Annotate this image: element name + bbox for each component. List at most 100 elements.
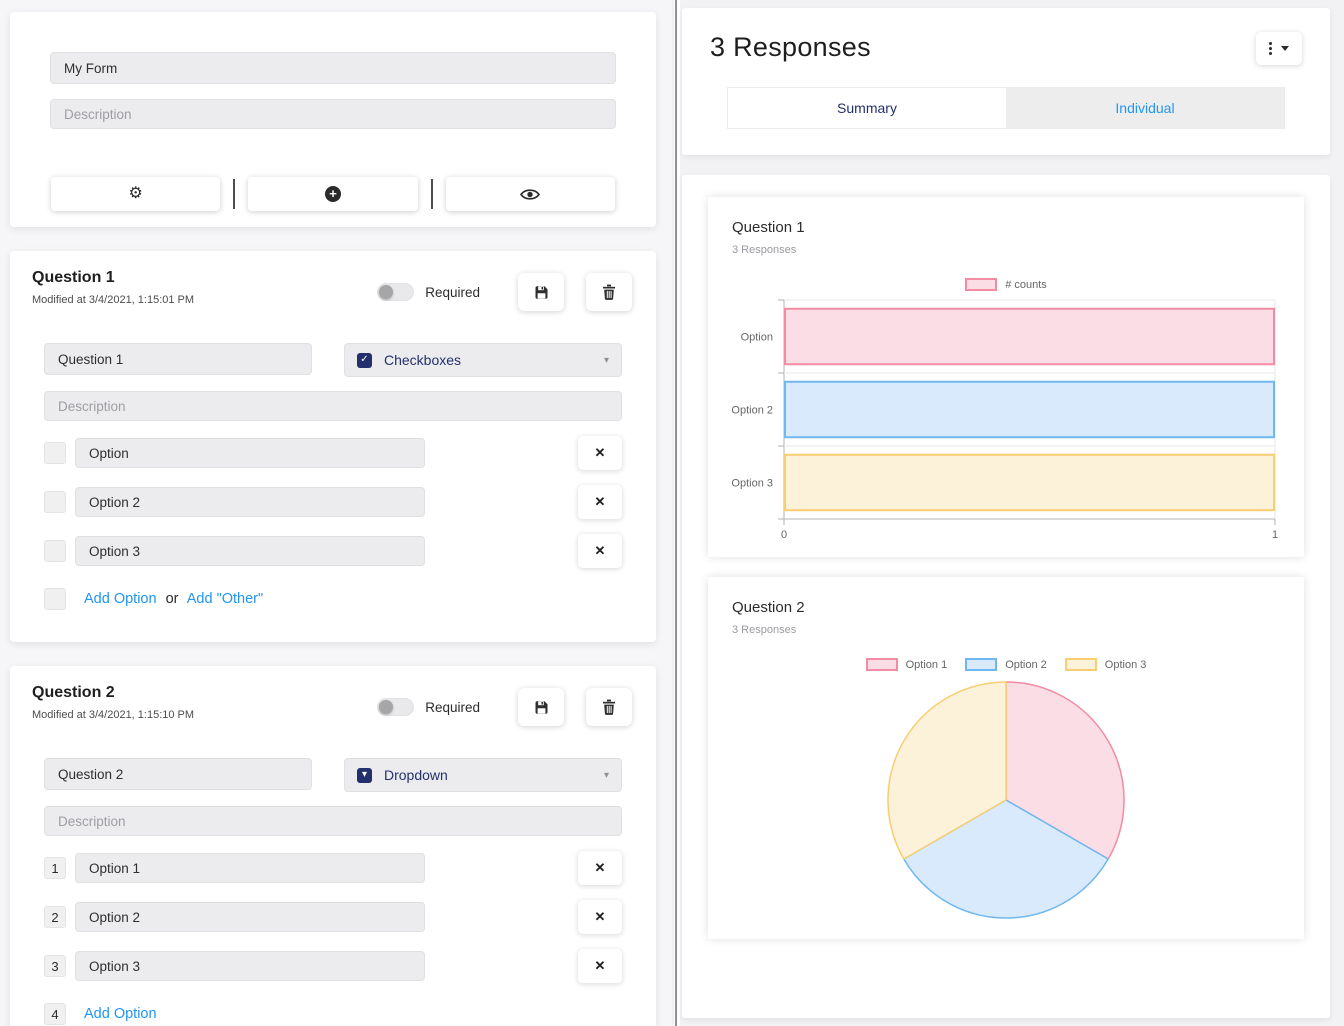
delete-question-button[interactable] [586, 688, 632, 726]
option-row: ✕ [44, 534, 622, 568]
responses-pane: 3 Responses Summary Individual Question … [680, 0, 1344, 1026]
x-icon: ✕ [594, 909, 606, 924]
option-input[interactable] [75, 487, 425, 517]
chart-legend: Option 1 Option 2 Option 3 [732, 658, 1280, 671]
svg-text:0: 0 [781, 529, 787, 541]
save-question-button[interactable] [518, 688, 564, 726]
option-checkbox[interactable] [44, 442, 66, 464]
toolbar-separator [233, 179, 236, 209]
responses-summary-panel: Question 1 3 Responses # counts 0 1 Option… [682, 175, 1330, 1018]
responses-tabs: Summary Individual [727, 87, 1285, 129]
option-row: ✕ [44, 436, 622, 470]
plus-glyph: + [329, 186, 337, 201]
legend-swatch [965, 278, 998, 291]
required-label: Required [425, 699, 480, 715]
chart-subtitle: 3 Responses [732, 624, 797, 636]
question-type-select[interactable]: ✓ Checkboxes ▾ [344, 343, 622, 377]
x-icon: ✕ [594, 958, 606, 973]
question-1-summary-card: Question 1 3 Responses # counts 0 1 Option… [708, 197, 1304, 557]
remove-option-button[interactable]: ✕ [578, 851, 622, 885]
pane-divider[interactable] [672, 0, 680, 1026]
chart-subtitle: 3 Responses [732, 244, 797, 256]
question-2-pie-chart [732, 675, 1280, 925]
remove-option-button[interactable]: ✕ [578, 485, 622, 519]
caret-down-icon: ▾ [603, 769, 609, 781]
responses-title: 3 Responses [710, 32, 871, 62]
question-name-input[interactable] [44, 343, 312, 375]
option-input[interactable] [75, 853, 425, 883]
remove-option-button[interactable]: ✕ [578, 534, 622, 568]
option-input[interactable] [75, 902, 425, 932]
preview-form-button[interactable] [445, 177, 615, 211]
question-modified-timestamp: Modified at 3/4/2021, 1:15:10 PM [32, 709, 195, 721]
svg-text:1: 1 [1272, 529, 1278, 541]
save-icon [535, 700, 547, 714]
question-type-value: Dropdown [384, 767, 448, 783]
question-heading: Question 2 [32, 684, 115, 701]
responses-menu-button[interactable] [1256, 32, 1302, 65]
tab-summary[interactable]: Summary [728, 88, 1006, 128]
option-row: ✕ [44, 485, 622, 519]
add-option-link[interactable]: Add Option [84, 591, 157, 607]
form-builder-pane: ⚙ + Question 1 Modified at 3/4/2021, 1:1 [10, 12, 656, 1026]
legend-label: Option 3 [1104, 658, 1147, 671]
option-row: 1 ✕ [44, 851, 622, 885]
eye-icon [520, 188, 541, 200]
delete-question-button[interactable] [586, 273, 632, 311]
caret-down-icon [1281, 46, 1289, 51]
required-label: Required [425, 284, 480, 300]
question-header: Question 1 Modified at 3/4/2021, 1:15:01… [10, 269, 656, 311]
save-icon [535, 285, 547, 299]
save-question-button[interactable] [518, 273, 564, 311]
option-input[interactable] [75, 536, 425, 566]
svg-text:Option: Option [741, 332, 773, 344]
tab-individual[interactable]: Individual [1006, 88, 1284, 128]
add-option-row: Add Option or Add "Other" [44, 588, 622, 610]
option-checkbox[interactable] [44, 540, 66, 562]
required-toggle[interactable] [377, 698, 415, 716]
legend-item[interactable]: Option 2 [965, 658, 1047, 671]
toggle-knob [379, 285, 394, 299]
option-checkbox[interactable] [44, 491, 66, 513]
legend-swatch [865, 658, 898, 671]
question-name-input[interactable] [44, 758, 312, 790]
add-option-link[interactable]: Add Option [84, 1006, 157, 1022]
option-number: 2 [44, 906, 66, 928]
option-input[interactable] [75, 951, 425, 981]
gear-icon: ⚙ [128, 185, 143, 202]
plus-circle-icon: + [324, 186, 341, 202]
legend-item[interactable]: Option 3 [1064, 658, 1147, 671]
add-question-button[interactable]: + [248, 177, 418, 211]
legend-label: # counts [1005, 278, 1047, 291]
toggle-knob [379, 700, 394, 714]
legend-item[interactable]: Option 1 [865, 658, 947, 671]
question-description-input[interactable] [44, 806, 622, 836]
option-row: 2 ✕ [44, 900, 622, 934]
question-heading: Question 1 [32, 269, 115, 286]
form-title-input[interactable] [50, 52, 616, 84]
trash-icon [603, 284, 615, 300]
dropdown-type-icon: ▾ [357, 767, 372, 783]
remove-option-button[interactable]: ✕ [578, 949, 622, 983]
question-type-select[interactable]: ▾ Dropdown ▾ [344, 758, 622, 792]
form-settings-button[interactable]: ⚙ [51, 177, 221, 211]
add-other-link[interactable]: Add "Other" [186, 591, 264, 607]
legend-swatch [965, 658, 998, 671]
option-input[interactable] [75, 438, 425, 468]
legend-item[interactable]: # counts [965, 278, 1047, 291]
option-number: 3 [44, 955, 66, 977]
question-description-input[interactable] [44, 391, 622, 421]
question-card-2: Question 2 Modified at 3/4/2021, 1:15:10… [10, 666, 656, 1026]
form-description-input[interactable] [50, 99, 616, 129]
bar-chart-canvas: 0 1 Option Option 2 Option 3 [732, 299, 1278, 541]
x-icon: ✕ [594, 860, 606, 875]
remove-option-button[interactable]: ✕ [578, 436, 622, 470]
required-toggle[interactable] [377, 283, 415, 301]
responses-header: 3 Responses Summary Individual [682, 8, 1330, 155]
add-option-row: 4 Add Option [44, 1003, 622, 1025]
remove-option-button[interactable]: ✕ [578, 900, 622, 934]
form-settings-card: ⚙ + [10, 12, 656, 227]
caret-glyph: ▾ [361, 769, 368, 780]
form-toolbar: ⚙ + [38, 177, 628, 211]
